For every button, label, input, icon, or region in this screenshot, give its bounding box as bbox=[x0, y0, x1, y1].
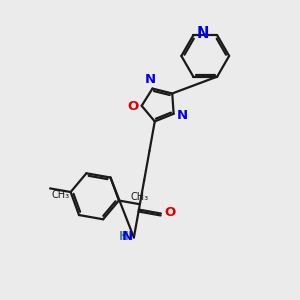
Text: H: H bbox=[118, 230, 128, 243]
Text: O: O bbox=[128, 100, 139, 113]
Text: CH₃: CH₃ bbox=[130, 192, 148, 202]
Text: O: O bbox=[164, 206, 175, 219]
Text: N: N bbox=[122, 230, 133, 243]
Text: CH₃: CH₃ bbox=[52, 190, 70, 200]
Text: N: N bbox=[145, 73, 156, 85]
Text: N: N bbox=[177, 109, 188, 122]
Text: N: N bbox=[197, 26, 209, 41]
